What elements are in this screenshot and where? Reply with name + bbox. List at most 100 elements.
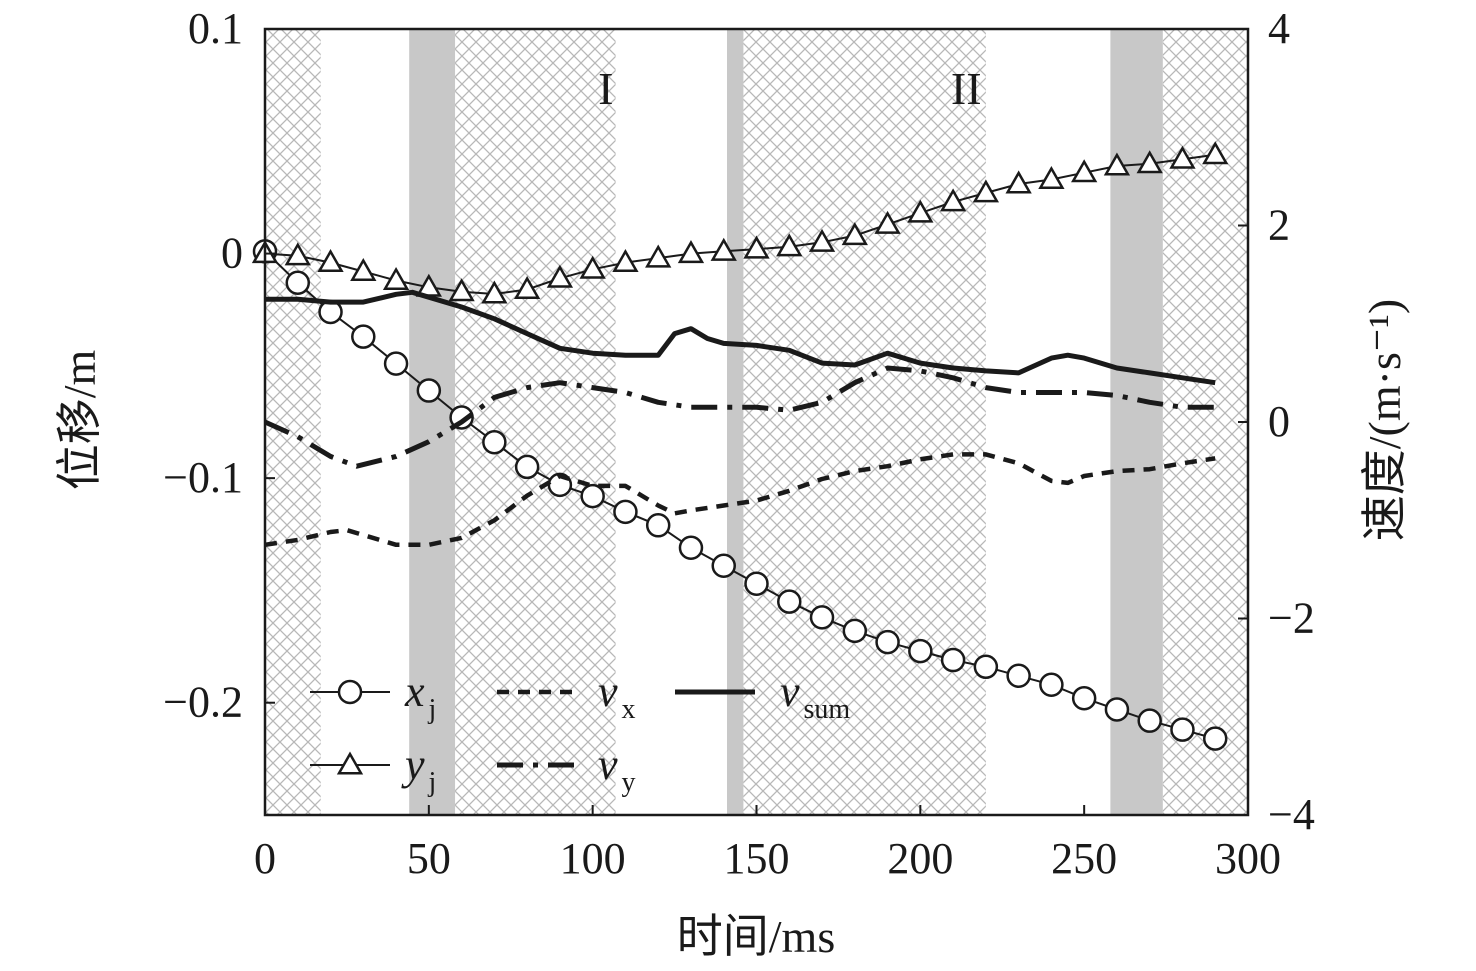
hatched-band-2	[743, 29, 986, 815]
series-x-j-point	[1006, 663, 1031, 689]
series-y-j-point	[317, 249, 344, 273]
x-tick-label: 100	[560, 834, 626, 883]
series-y-j-point	[1038, 165, 1065, 189]
legend-swatch-marker	[337, 679, 363, 705]
series-x-j-point	[809, 605, 835, 630]
y-right-tick-label: 0	[1268, 397, 1290, 446]
series-x-j-point	[842, 618, 868, 644]
series-x-j-point	[744, 571, 769, 596]
series-x-j-point	[645, 513, 671, 538]
series-x-j-point	[285, 270, 311, 296]
gray-band-2	[1110, 29, 1163, 815]
series-x-j-point	[940, 647, 966, 673]
y-right-tick-label: −2	[1268, 594, 1315, 643]
legend-item-v-sum: v sum	[675, 667, 850, 725]
series-x-j-point	[1137, 708, 1162, 733]
legend: x j y j v x v y v sum	[310, 667, 850, 798]
y-left-tick-label: 0.1	[188, 4, 243, 53]
series-y-j-point	[841, 222, 868, 246]
series-layer	[251, 141, 1229, 751]
x-tick-label: 300	[1215, 834, 1281, 883]
series-y-j-point	[1071, 159, 1098, 183]
series-v-sum-line	[265, 289, 1216, 386]
gray-band-0	[409, 29, 456, 815]
series-x-j-point	[613, 499, 638, 525]
series-x-j-point	[514, 454, 540, 480]
series-y-j-point	[1169, 145, 1196, 169]
gray-band-1	[727, 29, 744, 815]
series-x-j-point	[482, 429, 507, 455]
series-x-j-point	[875, 629, 900, 655]
series-y-j-point	[1202, 141, 1229, 165]
y-left-tick-label: −0.1	[163, 453, 243, 502]
series-x-j-point	[711, 553, 736, 578]
series-y-j-point	[677, 240, 705, 264]
series-x-j-point	[351, 324, 376, 349]
x-tick-label: 0	[254, 834, 276, 883]
series-y-j-point	[743, 235, 770, 259]
series-v-x-line	[264, 452, 1216, 548]
series-x-j-point	[416, 378, 442, 403]
y-right-tick-label: 4	[1268, 4, 1290, 53]
series-y-j-point	[907, 199, 934, 223]
series-y-j-point	[448, 278, 475, 302]
x-axis-title: 时间/ms	[677, 911, 835, 962]
series-y-j-point	[1103, 152, 1131, 176]
series-y-j-point	[1136, 150, 1163, 174]
series-x-j-point	[580, 483, 605, 509]
y-left-tick-label: −0.2	[163, 678, 243, 727]
legend-swatch-marker	[336, 751, 364, 775]
series-y-j-point	[612, 249, 639, 273]
series-x-j-point	[908, 638, 933, 664]
series-y-j-point	[284, 242, 311, 266]
series-x-j-point	[1104, 697, 1130, 722]
series-y-j-point	[874, 210, 901, 234]
series-x-j-point	[1170, 717, 1195, 742]
y-right-tick-label: 2	[1268, 201, 1290, 250]
hatched-band-0	[265, 29, 321, 815]
series-x-j-point	[1039, 672, 1064, 697]
region-label-1: II	[951, 63, 982, 114]
axes-layer: 0 50 100 150 200 250 300 0.1 0 −0.1 −0.2 4 2 0 −2 −4	[163, 4, 1315, 883]
series-y-j-point	[710, 237, 737, 261]
series-x-j-point	[1071, 685, 1097, 711]
y-right-tick-label: −4	[1268, 790, 1315, 839]
series-x-j-point	[973, 654, 999, 680]
y-left-tick-label: 0	[221, 229, 243, 278]
hatched-band-3	[1162, 29, 1248, 815]
series-x-j-point	[383, 351, 409, 376]
x-tick-label: 250	[1051, 834, 1117, 883]
region-label-0: I	[598, 63, 613, 114]
series-y-j-point	[1005, 170, 1032, 194]
region-labels: I II	[598, 63, 981, 114]
series-v-y-line	[263, 365, 1216, 469]
y-left-axis-title: 位移/m	[54, 350, 105, 491]
series-y-j-point	[382, 267, 410, 291]
series-y-j-point	[776, 233, 803, 257]
legend-label: v sum	[780, 667, 850, 725]
series-x-j-point	[678, 535, 704, 561]
x-tick-label: 50	[407, 834, 451, 883]
series-y-j-point	[546, 264, 574, 288]
x-tick-label: 200	[887, 834, 953, 883]
series-y-j-point	[808, 228, 836, 252]
series-y-j-point	[972, 179, 1000, 203]
series-x-j-point	[777, 589, 802, 614]
series-y-j-point	[350, 258, 377, 282]
series-y-j-point	[939, 188, 967, 212]
y-right-axis-title: 速度/(m·s⁻¹)	[1359, 299, 1410, 542]
series-y-j-point	[481, 280, 508, 304]
series-y-j-point	[645, 244, 672, 268]
x-tick-label: 150	[724, 834, 790, 883]
series-y-j-point	[579, 255, 606, 279]
series-x-j-point	[1202, 726, 1228, 751]
